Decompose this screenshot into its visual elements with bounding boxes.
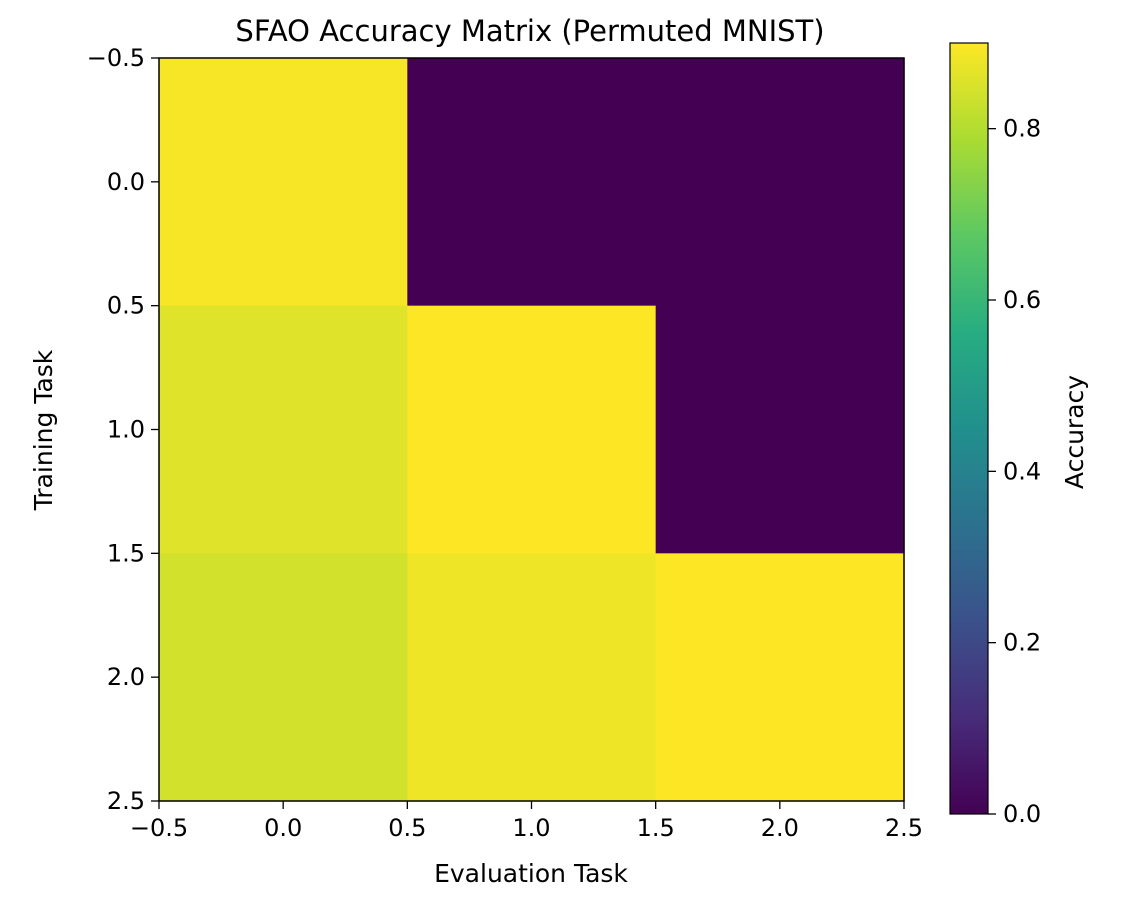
heatmap-cell bbox=[655, 305, 905, 554]
x-tick-label: 0.0 bbox=[264, 814, 302, 842]
colorbar-ticks: 0.0 0.2 0.4 0.6 0.8 bbox=[988, 115, 1041, 828]
y-tick-label: 2.0 bbox=[107, 663, 145, 691]
x-axis-ticks: −0.5 0.0 0.5 1.0 1.5 2.0 2.5 bbox=[130, 801, 923, 842]
y-tick-label: 1.0 bbox=[107, 416, 145, 444]
y-axis-ticks: −0.5 0.0 0.5 1.0 1.5 2.0 2.5 bbox=[87, 44, 159, 815]
x-tick-label: 1.5 bbox=[637, 814, 675, 842]
x-tick-label: 1.0 bbox=[512, 814, 550, 842]
heatmap-cell bbox=[407, 553, 657, 802]
colorbar-tick-label: 0.4 bbox=[1003, 457, 1041, 485]
x-tick-label: 2.0 bbox=[761, 814, 799, 842]
y-tick-label: 0.5 bbox=[107, 292, 145, 320]
heatmap-cells bbox=[159, 58, 905, 802]
x-axis-label: Evaluation Task bbox=[434, 859, 628, 888]
heatmap-cell bbox=[655, 58, 905, 307]
x-tick-label: 2.5 bbox=[885, 814, 923, 842]
colorbar bbox=[949, 42, 989, 815]
heatmap-cell bbox=[655, 553, 905, 802]
x-tick-label: −0.5 bbox=[130, 814, 188, 842]
y-tick-label: 1.5 bbox=[107, 539, 145, 567]
heatmap-cell bbox=[159, 58, 408, 307]
x-tick-label: 0.5 bbox=[388, 814, 426, 842]
y-tick-label: 2.5 bbox=[107, 787, 145, 815]
chart-title: SFAO Accuracy Matrix (Permuted MNIST) bbox=[235, 14, 824, 48]
y-axis-label: Training Task bbox=[29, 349, 58, 511]
y-tick-label: −0.5 bbox=[87, 44, 145, 72]
heatmap-cell bbox=[159, 305, 408, 554]
heatmap-cell bbox=[407, 305, 657, 554]
colorbar-tick-label: 0.2 bbox=[1003, 629, 1041, 657]
colorbar-label: Accuracy bbox=[1060, 375, 1089, 489]
heatmap-cell bbox=[159, 553, 408, 802]
colorbar-tick-label: 0.8 bbox=[1003, 115, 1041, 143]
colorbar-tick-label: 0.0 bbox=[1003, 800, 1041, 828]
heatmap-cell bbox=[407, 58, 657, 307]
colorbar-tick-label: 0.6 bbox=[1003, 286, 1041, 314]
y-tick-label: 0.0 bbox=[107, 168, 145, 196]
